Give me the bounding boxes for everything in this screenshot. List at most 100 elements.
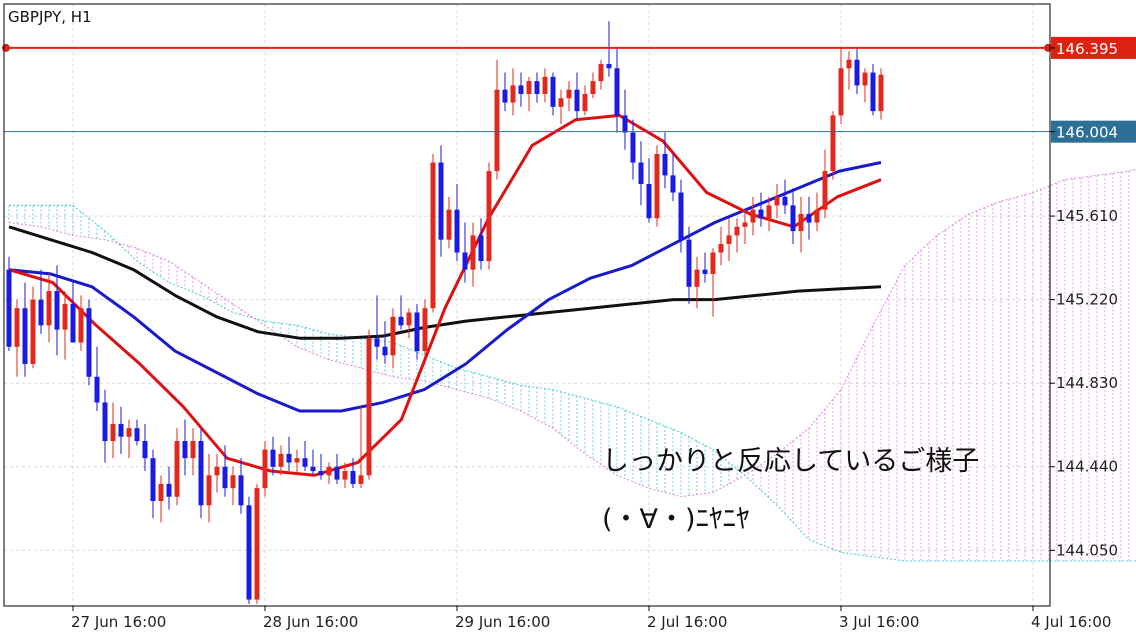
candle-body bbox=[614, 68, 620, 116]
axes: 145.610 145.220 144.830 144.440 144.050 27 Ju… bbox=[3, 3, 1118, 631]
x-tick-label: 3 Jul 16:00 bbox=[839, 613, 919, 631]
candle-body bbox=[718, 243, 724, 253]
candle-body bbox=[638, 162, 644, 184]
candle-body bbox=[838, 68, 844, 116]
y-tick-label: 144.440 bbox=[1056, 458, 1118, 476]
candle-body bbox=[726, 235, 732, 244]
candle-body bbox=[318, 471, 324, 476]
candles bbox=[6, 21, 884, 604]
candle-body bbox=[390, 316, 396, 356]
candle-body bbox=[102, 402, 108, 442]
candle-body bbox=[750, 209, 756, 223]
candle-body bbox=[798, 213, 804, 232]
candle-body bbox=[350, 471, 356, 484]
ma-line-3 bbox=[8, 113, 882, 477]
candle-body bbox=[510, 85, 516, 103]
candle-body bbox=[398, 316, 404, 326]
candle-body bbox=[334, 466, 340, 480]
candle-body bbox=[806, 213, 812, 223]
candle-body bbox=[358, 475, 364, 484]
candle-body bbox=[550, 76, 556, 107]
candle-body bbox=[198, 441, 204, 506]
candle-body bbox=[422, 308, 428, 352]
horizontal-lines[interactable]: 146.395 146.004 bbox=[2, 36, 1136, 143]
candle-body bbox=[54, 291, 60, 330]
candle-body bbox=[38, 299, 44, 326]
candle-body bbox=[598, 63, 604, 82]
candle-body bbox=[766, 205, 772, 219]
candle-body bbox=[790, 205, 796, 232]
candle-body bbox=[814, 209, 820, 223]
candle-body bbox=[294, 458, 300, 463]
candle-body bbox=[286, 453, 292, 463]
candle-body bbox=[702, 269, 708, 274]
x-tick-label: 4 Jul 16:00 bbox=[1031, 613, 1111, 631]
candle-body bbox=[62, 303, 68, 330]
candle-body bbox=[678, 192, 684, 240]
candle-body bbox=[446, 209, 452, 240]
candle-body bbox=[414, 312, 420, 352]
y-tick-label: 145.220 bbox=[1056, 291, 1118, 309]
candle-body bbox=[214, 466, 220, 476]
candle-body bbox=[542, 76, 548, 94]
ichimoku-cloud bbox=[8, 168, 1136, 562]
candle-body bbox=[406, 312, 412, 326]
candle-body bbox=[694, 269, 700, 287]
candle-body bbox=[262, 449, 268, 489]
price-label-box bbox=[1051, 120, 1136, 143]
candle-body bbox=[438, 162, 444, 240]
candle-body bbox=[110, 423, 116, 442]
candle-body bbox=[366, 338, 372, 476]
candle-body bbox=[478, 235, 484, 262]
candle-body bbox=[662, 153, 668, 176]
candle-body bbox=[158, 483, 164, 502]
candle-body bbox=[470, 235, 476, 270]
candle-body bbox=[126, 428, 132, 437]
candle-body bbox=[270, 449, 276, 467]
candle-body bbox=[878, 74, 884, 112]
candle-body bbox=[454, 209, 460, 253]
candle-body bbox=[46, 291, 52, 326]
candle-body bbox=[302, 458, 308, 467]
candle-body bbox=[342, 471, 348, 480]
candle-body bbox=[118, 423, 124, 437]
candle-body bbox=[14, 308, 20, 347]
candle-body bbox=[78, 308, 84, 343]
candle-body bbox=[246, 505, 252, 600]
candle-body bbox=[430, 162, 436, 309]
candle-body bbox=[86, 308, 92, 377]
candle-body bbox=[502, 89, 508, 103]
annotation-text-1: しっかりと反応しているご様子 bbox=[602, 446, 979, 477]
x-tick-label: 29 Jun 16:00 bbox=[455, 613, 550, 631]
candle-body bbox=[326, 466, 332, 476]
candle-body bbox=[70, 303, 76, 343]
candle-body bbox=[190, 441, 196, 459]
price-label-text: 146.004 bbox=[1056, 124, 1118, 142]
candle-body bbox=[518, 85, 524, 94]
candle-body bbox=[646, 183, 652, 219]
candle-body bbox=[142, 441, 148, 459]
candle-body bbox=[174, 441, 180, 497]
annotation-text-2: (・∀・)ﾆﾔﾆﾔ bbox=[602, 504, 750, 535]
candle-body bbox=[6, 269, 12, 347]
candle-body bbox=[774, 196, 780, 206]
candle-body bbox=[574, 89, 580, 112]
x-tick-label: 2 Jul 16:00 bbox=[647, 613, 727, 631]
candle-body bbox=[238, 475, 244, 506]
candle-body bbox=[222, 466, 228, 489]
y-tick-label: 144.050 bbox=[1056, 541, 1118, 559]
candle-body bbox=[534, 81, 540, 94]
candle-body bbox=[566, 89, 572, 99]
candle-body bbox=[822, 171, 828, 210]
candle-body bbox=[870, 72, 876, 112]
price-label-text: 146.395 bbox=[1056, 40, 1118, 58]
candle-body bbox=[94, 376, 100, 403]
y-tick-label: 144.830 bbox=[1056, 374, 1118, 392]
candle-body bbox=[278, 453, 284, 467]
candle-body bbox=[558, 98, 564, 107]
candle-body bbox=[686, 239, 692, 287]
candle-body bbox=[166, 483, 172, 497]
candle-body bbox=[582, 93, 588, 112]
symbol-title: GBPJPY, H1 bbox=[8, 8, 92, 26]
